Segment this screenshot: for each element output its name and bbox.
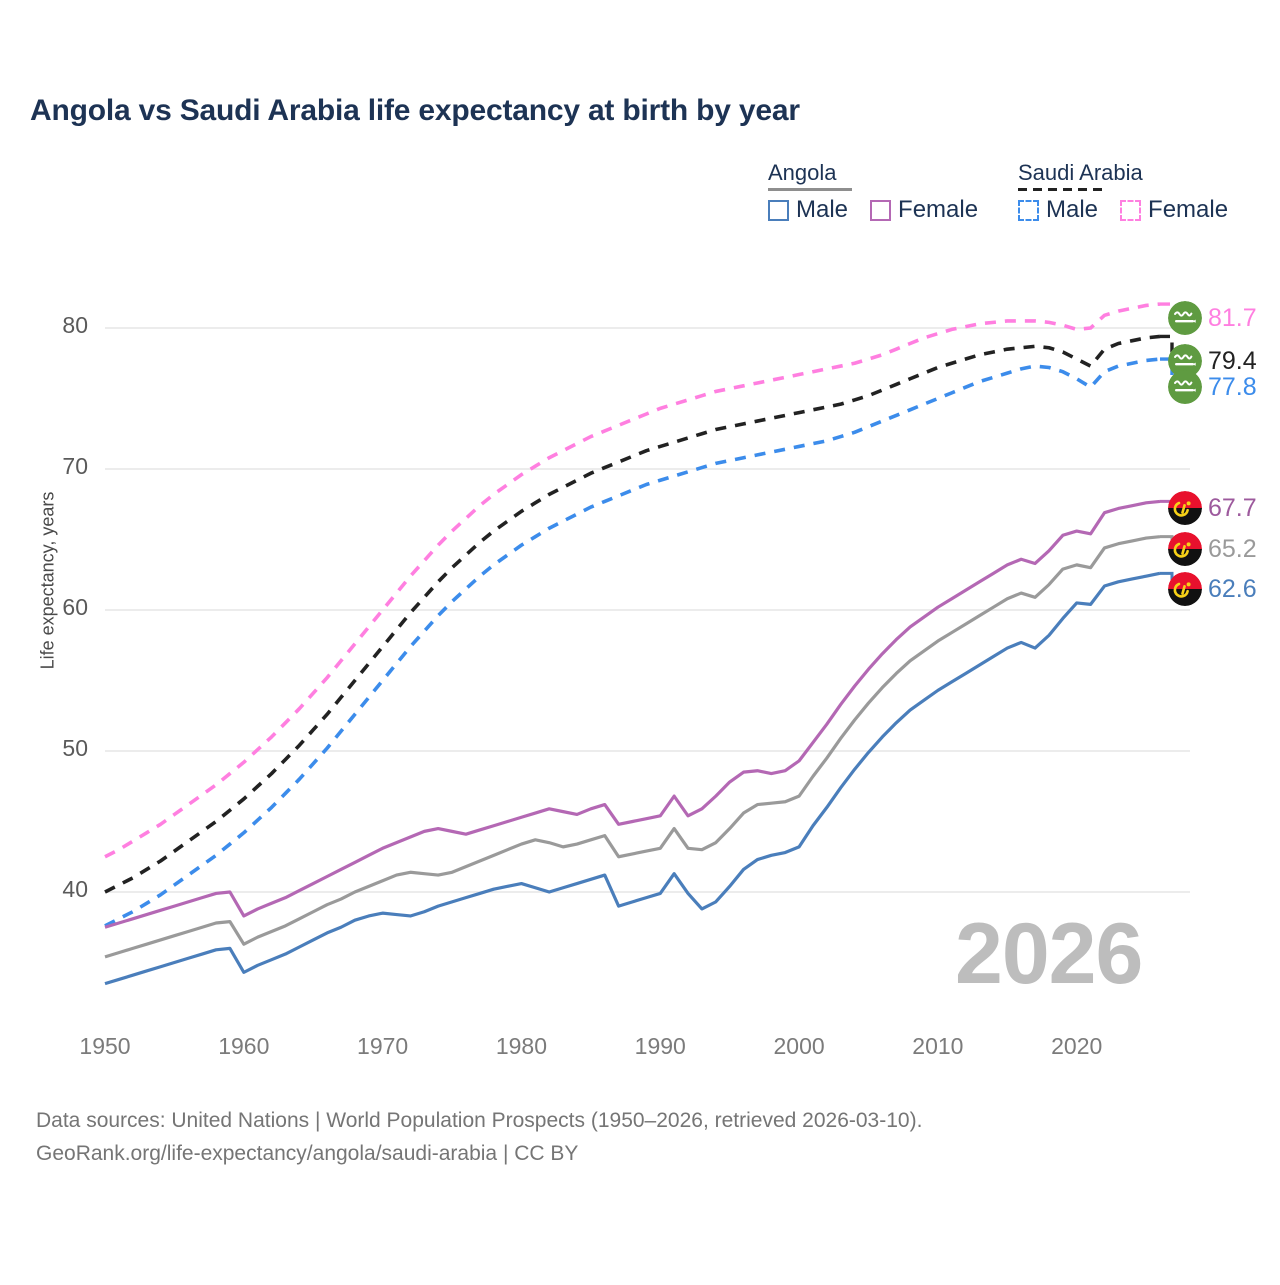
legend-item-label: Male	[796, 196, 849, 223]
legend-item-label: Female	[898, 196, 979, 223]
series-line-saudi-arabia-total	[104, 334, 1161, 894]
legend-swatch-icon	[870, 199, 892, 221]
saudi-arabia-flag-icon	[1168, 344, 1202, 378]
end-label-saudi-total: 79.4	[1168, 344, 1257, 378]
series-line-angola-female	[104, 499, 1161, 929]
saudi-arabia-flag-icon	[1168, 370, 1202, 404]
x-axis-tick-label: 1960	[218, 1033, 270, 1059]
angola-flag-icon	[1168, 532, 1202, 566]
legend-item-label: Female	[1148, 196, 1229, 223]
year-watermark: 2026	[955, 906, 1143, 1002]
series-line-saudi-arabia-female	[104, 302, 1161, 859]
end-label-saudi-male: 77.8	[1168, 370, 1257, 404]
end-label-value: 67.7	[1208, 493, 1257, 522]
footer-attribution: GeoRank.org/life-expectancy/angola/saudi…	[36, 1141, 579, 1165]
end-label-angola-total: 65.2	[1168, 532, 1257, 566]
footer: Data sources: United Nations | World Pop…	[36, 1105, 922, 1170]
legend-item-label: Male	[1046, 196, 1099, 223]
legend-swatch-icon	[1120, 199, 1142, 221]
series-line-angola-total	[104, 535, 1161, 959]
footer-sources: Data sources: United Nations | World Pop…	[36, 1109, 923, 1132]
end-label-angola-male: 62.6	[1168, 572, 1257, 606]
x-axis-tick-label: 2020	[1051, 1033, 1103, 1059]
legend-item-saudi-arabia-female[interactable]: Female	[1120, 196, 1228, 224]
x-axis-tick-label: 2000	[773, 1033, 825, 1059]
y-axis-tick-label: 40	[62, 876, 88, 902]
end-label-value: 65.2	[1208, 534, 1257, 563]
angola-flag-icon	[1168, 572, 1202, 606]
legend-swatch-icon	[1018, 199, 1039, 221]
legend-items: Male Female	[1018, 196, 1228, 224]
legend-item-saudi-arabia-male[interactable]: Male	[1018, 196, 1098, 224]
legend-group-angola: Angola Male Female	[768, 160, 978, 223]
y-axis-title: Life expectancy, years	[37, 491, 58, 670]
legend-country-rule	[768, 188, 852, 191]
legend-items: Male Female	[768, 196, 978, 224]
y-axis-tick-label: 80	[62, 312, 88, 338]
y-axis-tick-label: 70	[62, 453, 88, 479]
page-title: Angola vs Saudi Arabia life expectancy a…	[30, 94, 800, 127]
series-line-angola-male	[104, 571, 1161, 986]
end-label-value: 81.7	[1208, 303, 1257, 332]
legend-country-rule	[1018, 188, 1102, 191]
legend-country-name: Saudi Arabia	[1018, 160, 1143, 185]
x-axis-tick-label: 1980	[495, 1033, 548, 1059]
x-axis-tick-label: 2010	[912, 1033, 964, 1059]
x-axis-tick-label: 1950	[79, 1033, 131, 1059]
series-line-saudi-arabia-male	[104, 357, 1161, 928]
angola-flag-icon	[1168, 491, 1202, 525]
y-axis-tick-label: 60	[62, 594, 88, 620]
end-label-value: 77.8	[1208, 372, 1257, 401]
x-axis-tick-label: 1990	[634, 1033, 686, 1059]
end-label-value: 62.6	[1208, 574, 1257, 603]
legend-swatch-icon	[768, 199, 789, 221]
legend-item-angola-male[interactable]: Male	[768, 196, 848, 224]
y-axis-tick-label: 50	[62, 735, 88, 761]
end-label-value: 79.4	[1208, 346, 1257, 375]
legend-item-angola-female[interactable]: Female	[870, 196, 978, 224]
end-label-angola-female: 67.7	[1168, 491, 1257, 525]
legend-country-name: Angola	[768, 160, 837, 185]
legend: Angola Male Female Saudi Arabia Male Female	[760, 160, 1250, 240]
saudi-arabia-flag-icon	[1168, 301, 1202, 335]
legend-group-saudi-arabia: Saudi Arabia Male Female	[1018, 160, 1228, 223]
x-axis-tick-label: 1970	[357, 1033, 409, 1059]
end-label-saudi-female: 81.7	[1168, 301, 1257, 335]
